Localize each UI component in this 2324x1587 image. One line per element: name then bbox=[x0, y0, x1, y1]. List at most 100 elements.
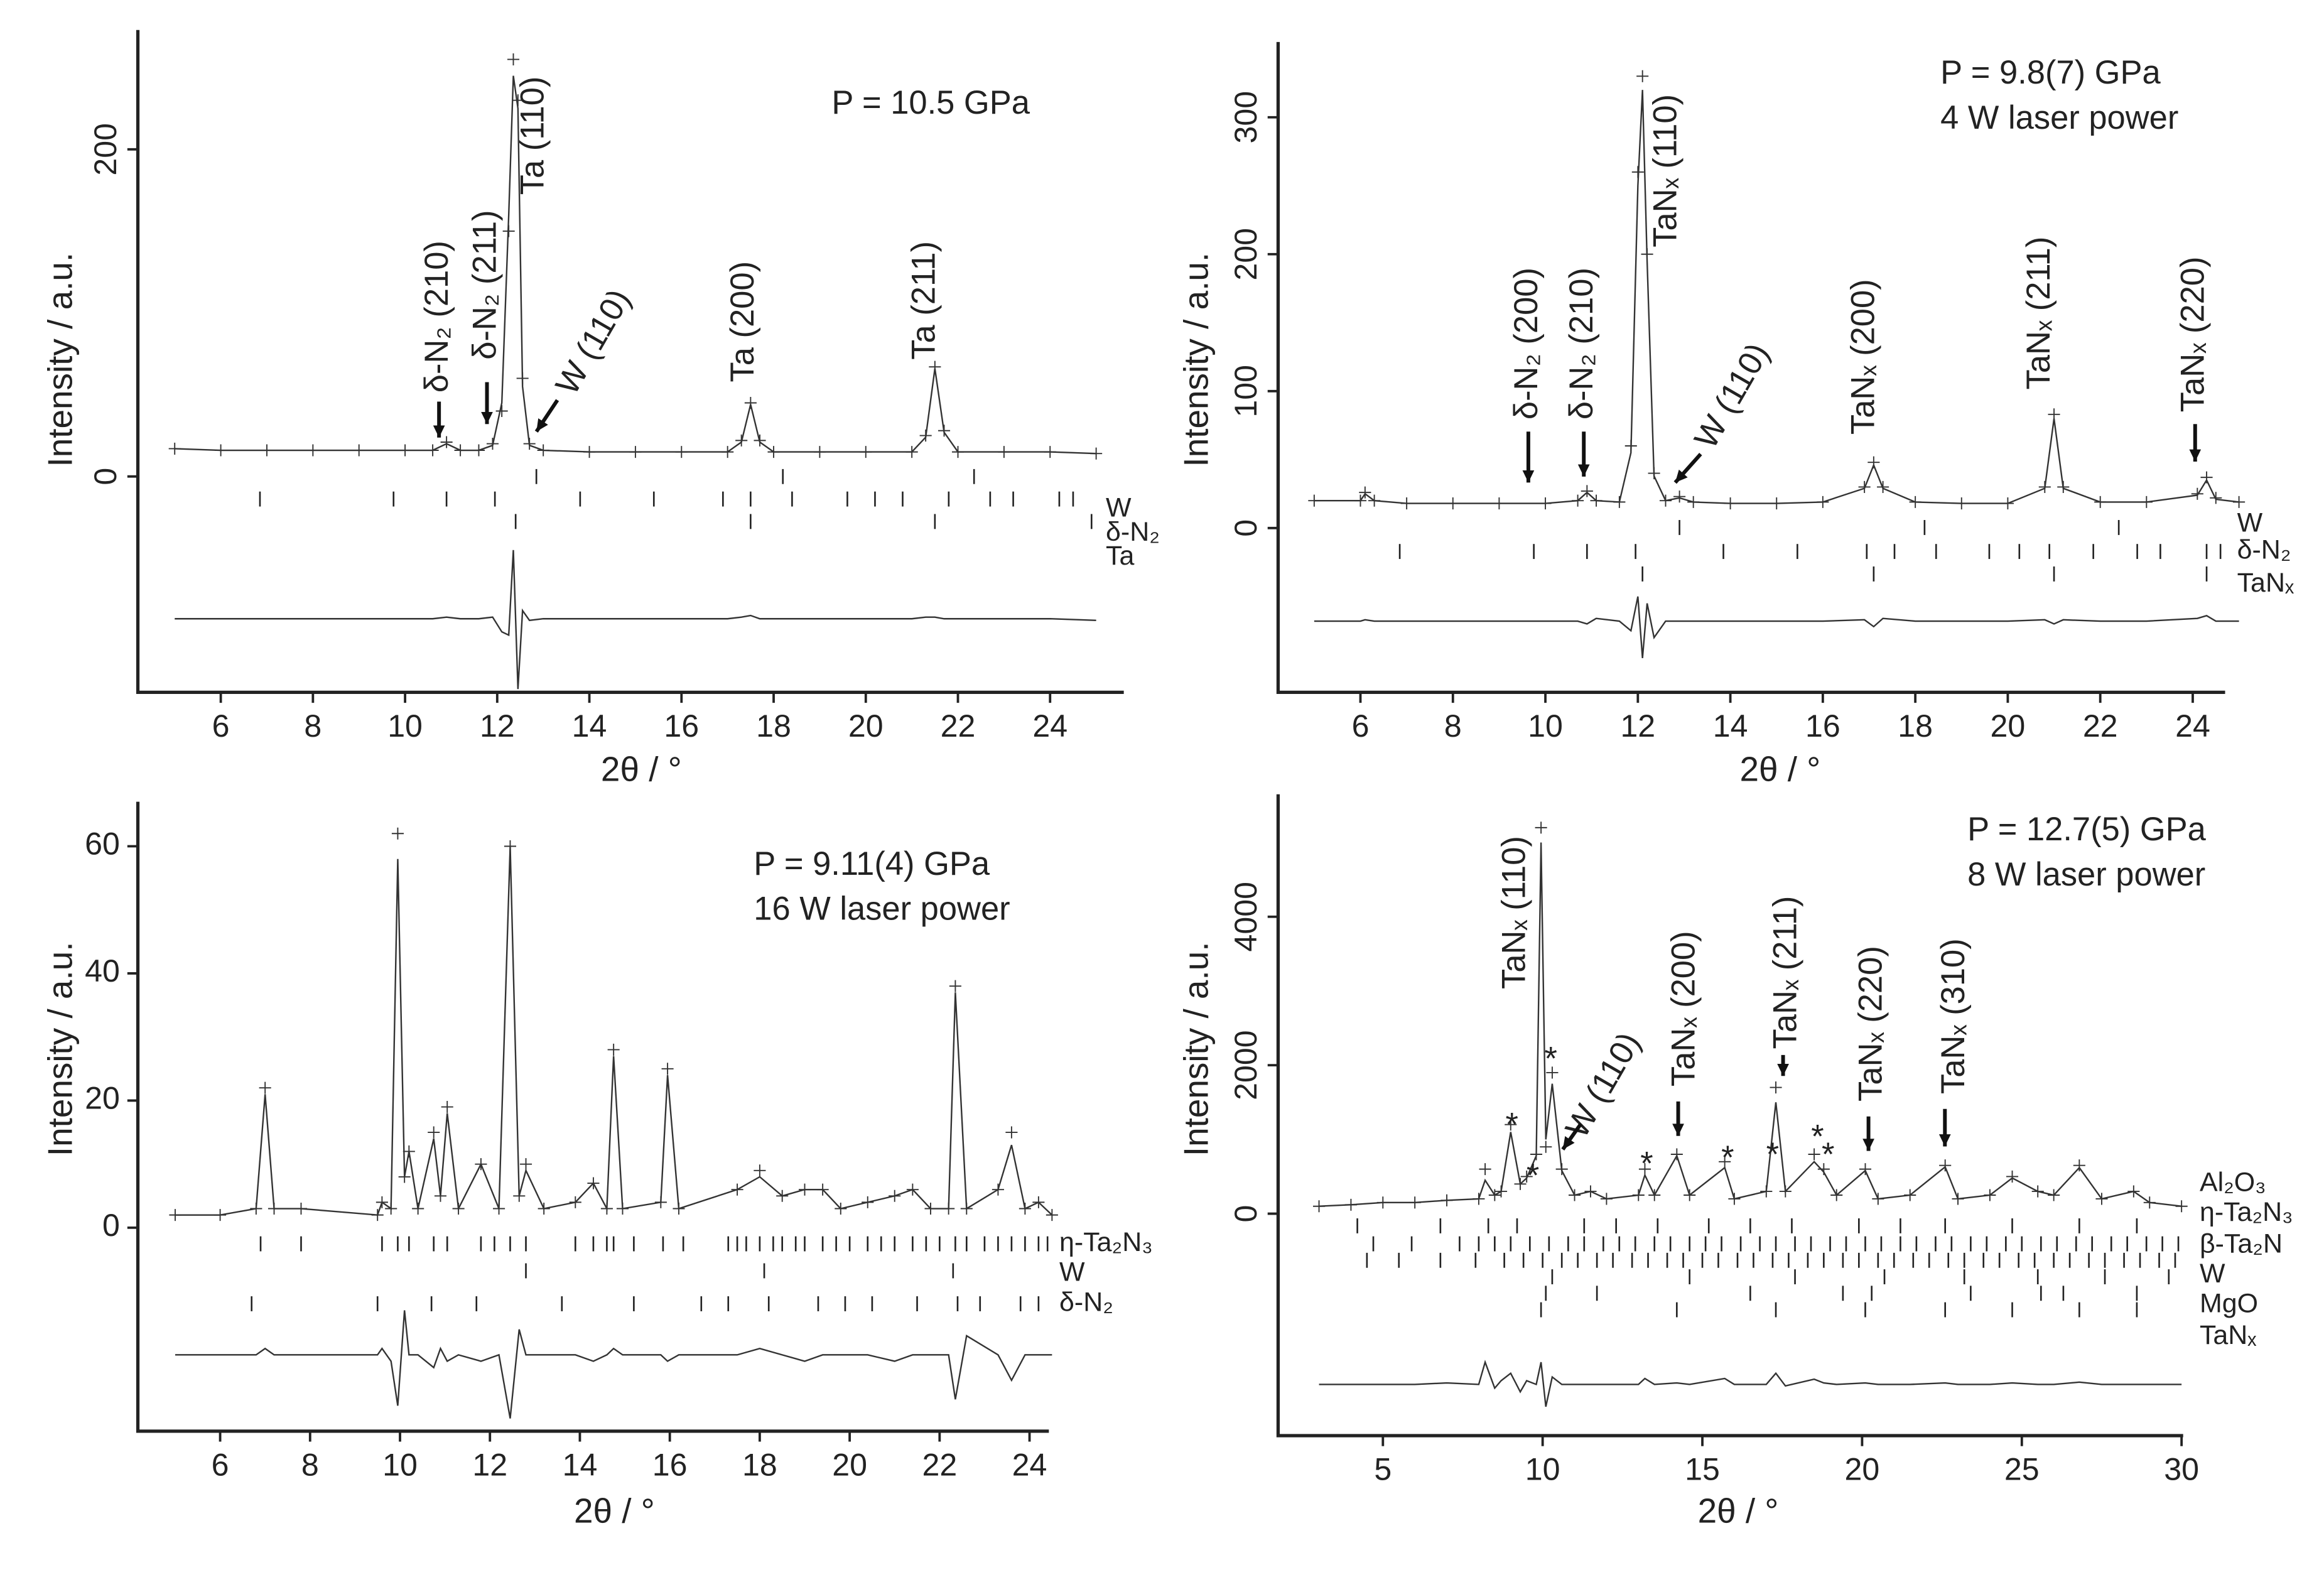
observed-point bbox=[607, 1043, 620, 1056]
axes bbox=[1276, 794, 2183, 1438]
x-tick-label: 16 bbox=[1805, 708, 1840, 744]
observed-point bbox=[949, 980, 961, 992]
x-tick-label: 5 bbox=[1374, 1451, 1392, 1487]
arrow-head bbox=[481, 411, 493, 425]
calculated-profile bbox=[1314, 90, 2239, 504]
calculated-profile bbox=[175, 846, 1053, 1216]
x-tick-label: 6 bbox=[1352, 708, 1370, 744]
observed-point bbox=[259, 1081, 271, 1094]
peak-label: TaNₓ (220) bbox=[1852, 946, 1889, 1102]
peak-label: Ta (200) bbox=[724, 261, 761, 382]
peak-label: TaNₓ (211) bbox=[1767, 896, 1804, 1049]
observed-point bbox=[1479, 1163, 1491, 1176]
phase-label: δ-N₂ bbox=[1106, 517, 1160, 547]
peak-label: TaNₓ (110) bbox=[1647, 94, 1684, 247]
x-tick-label: 18 bbox=[1898, 708, 1933, 744]
peak-label: W (110) bbox=[548, 283, 637, 401]
observed-point bbox=[428, 1126, 440, 1139]
x-tick-label: 14 bbox=[1713, 708, 1748, 744]
x-tick-label: 12 bbox=[1620, 708, 1655, 744]
difference-curve bbox=[1314, 596, 2239, 659]
arrow-head bbox=[1938, 1134, 1951, 1147]
panel-subtitle: 8 W laser power bbox=[1967, 856, 2205, 893]
arrow-head bbox=[536, 418, 548, 432]
phase-label: η-Ta₂N₃ bbox=[1059, 1227, 1153, 1257]
arrow-head bbox=[1862, 1139, 1874, 1151]
y-axis-label: Intensity / a.u. bbox=[41, 942, 80, 1157]
observed-point bbox=[1546, 1066, 1559, 1079]
peak-label: δ-N₂ (200) bbox=[1508, 268, 1545, 420]
x-tick-label: 25 bbox=[2004, 1451, 2040, 1487]
y-tick-label: 0 bbox=[88, 468, 123, 485]
axes bbox=[1276, 41, 2225, 695]
observed-point bbox=[1638, 1163, 1651, 1176]
x-tick-label: 18 bbox=[742, 1447, 777, 1482]
x-tick-label: 16 bbox=[652, 1447, 688, 1482]
peak-label: TaNₓ (200) bbox=[1665, 931, 1702, 1086]
observed-point bbox=[519, 1158, 532, 1171]
phase-label: W bbox=[1106, 493, 1132, 523]
x-tick-label: 10 bbox=[387, 708, 423, 744]
peak-label: Ta (211) bbox=[905, 241, 943, 360]
x-tick-label: 24 bbox=[1012, 1447, 1047, 1482]
arrow-head bbox=[1672, 1124, 1684, 1136]
phase-label: Al₂O₃ bbox=[2200, 1167, 2266, 1197]
x-tick-label: 6 bbox=[212, 708, 230, 744]
peak-label: W (110) bbox=[1687, 337, 1776, 455]
arrow-head bbox=[1675, 469, 1688, 483]
observed-point bbox=[661, 1063, 674, 1075]
arrow-head bbox=[1777, 1063, 1789, 1076]
x-axis-label: 2θ / ° bbox=[1698, 1492, 1779, 1530]
observed-point bbox=[1540, 1140, 1552, 1153]
x-tick-label: 10 bbox=[382, 1447, 418, 1482]
phase-label: β-Ta₂N bbox=[2200, 1228, 2283, 1259]
peak-label: δ-N₂ (211) bbox=[466, 210, 503, 360]
observed-point bbox=[1359, 486, 1371, 499]
difference-curve bbox=[1319, 1360, 2182, 1407]
y-tick-label: 300 bbox=[1228, 91, 1263, 144]
x-tick-label: 10 bbox=[1528, 708, 1563, 744]
observed-point bbox=[1636, 70, 1649, 82]
observed-point bbox=[441, 1100, 453, 1113]
observed-point bbox=[2048, 408, 2060, 421]
peak-label: W (110) bbox=[1559, 1026, 1648, 1144]
arrow-head bbox=[1562, 1136, 1575, 1150]
x-tick-label: 8 bbox=[301, 1447, 319, 1482]
peak-label: δ-N₂ (210) bbox=[418, 241, 455, 393]
x-tick-label: 18 bbox=[756, 708, 791, 744]
x-tick-label: 16 bbox=[664, 708, 699, 744]
peak-label: TaNₓ (110) bbox=[1496, 836, 1533, 989]
x-tick-label: 22 bbox=[2083, 708, 2118, 744]
phase-label: TaNₓ bbox=[2237, 568, 2294, 598]
x-tick-label: 24 bbox=[1032, 708, 1067, 744]
y-tick-label: 4000 bbox=[1228, 882, 1263, 951]
x-tick-label: 6 bbox=[212, 1447, 229, 1482]
observed-point bbox=[1939, 1159, 1952, 1172]
observed-point bbox=[1535, 821, 1547, 834]
y-tick-label: 0 bbox=[1228, 519, 1263, 537]
x-tick-label: 20 bbox=[1845, 1451, 1880, 1487]
panel-title: P = 10.5 GPa bbox=[831, 84, 1030, 121]
axes bbox=[136, 801, 1049, 1433]
y-tick-label: 100 bbox=[1228, 365, 1263, 418]
x-tick-label: 8 bbox=[1444, 708, 1462, 744]
peak-label: * bbox=[1505, 1106, 1518, 1143]
x-tick-label: 22 bbox=[922, 1447, 957, 1482]
panel-title: P = 12.7(5) GPa bbox=[1967, 811, 2207, 848]
y-tick-label: 20 bbox=[85, 1081, 120, 1116]
peak-label: Ta (110) bbox=[514, 77, 551, 195]
x-tick-label: 8 bbox=[304, 708, 322, 744]
observed-point bbox=[2006, 1170, 2019, 1183]
phase-label: W bbox=[1059, 1257, 1085, 1287]
observed-point bbox=[440, 436, 453, 448]
x-tick-label: 20 bbox=[832, 1447, 867, 1482]
x-tick-label: 20 bbox=[1991, 708, 2026, 744]
phase-label: TaNₓ bbox=[2200, 1320, 2257, 1350]
observed-point bbox=[507, 53, 520, 66]
y-tick-label: 200 bbox=[88, 123, 123, 176]
observed-point bbox=[1859, 1163, 1872, 1176]
observed-point bbox=[1719, 1156, 1731, 1168]
y-tick-label: 0 bbox=[102, 1208, 120, 1243]
x-axis-label: 2θ / ° bbox=[574, 1492, 655, 1530]
x-tick-label: 30 bbox=[2164, 1451, 2199, 1487]
